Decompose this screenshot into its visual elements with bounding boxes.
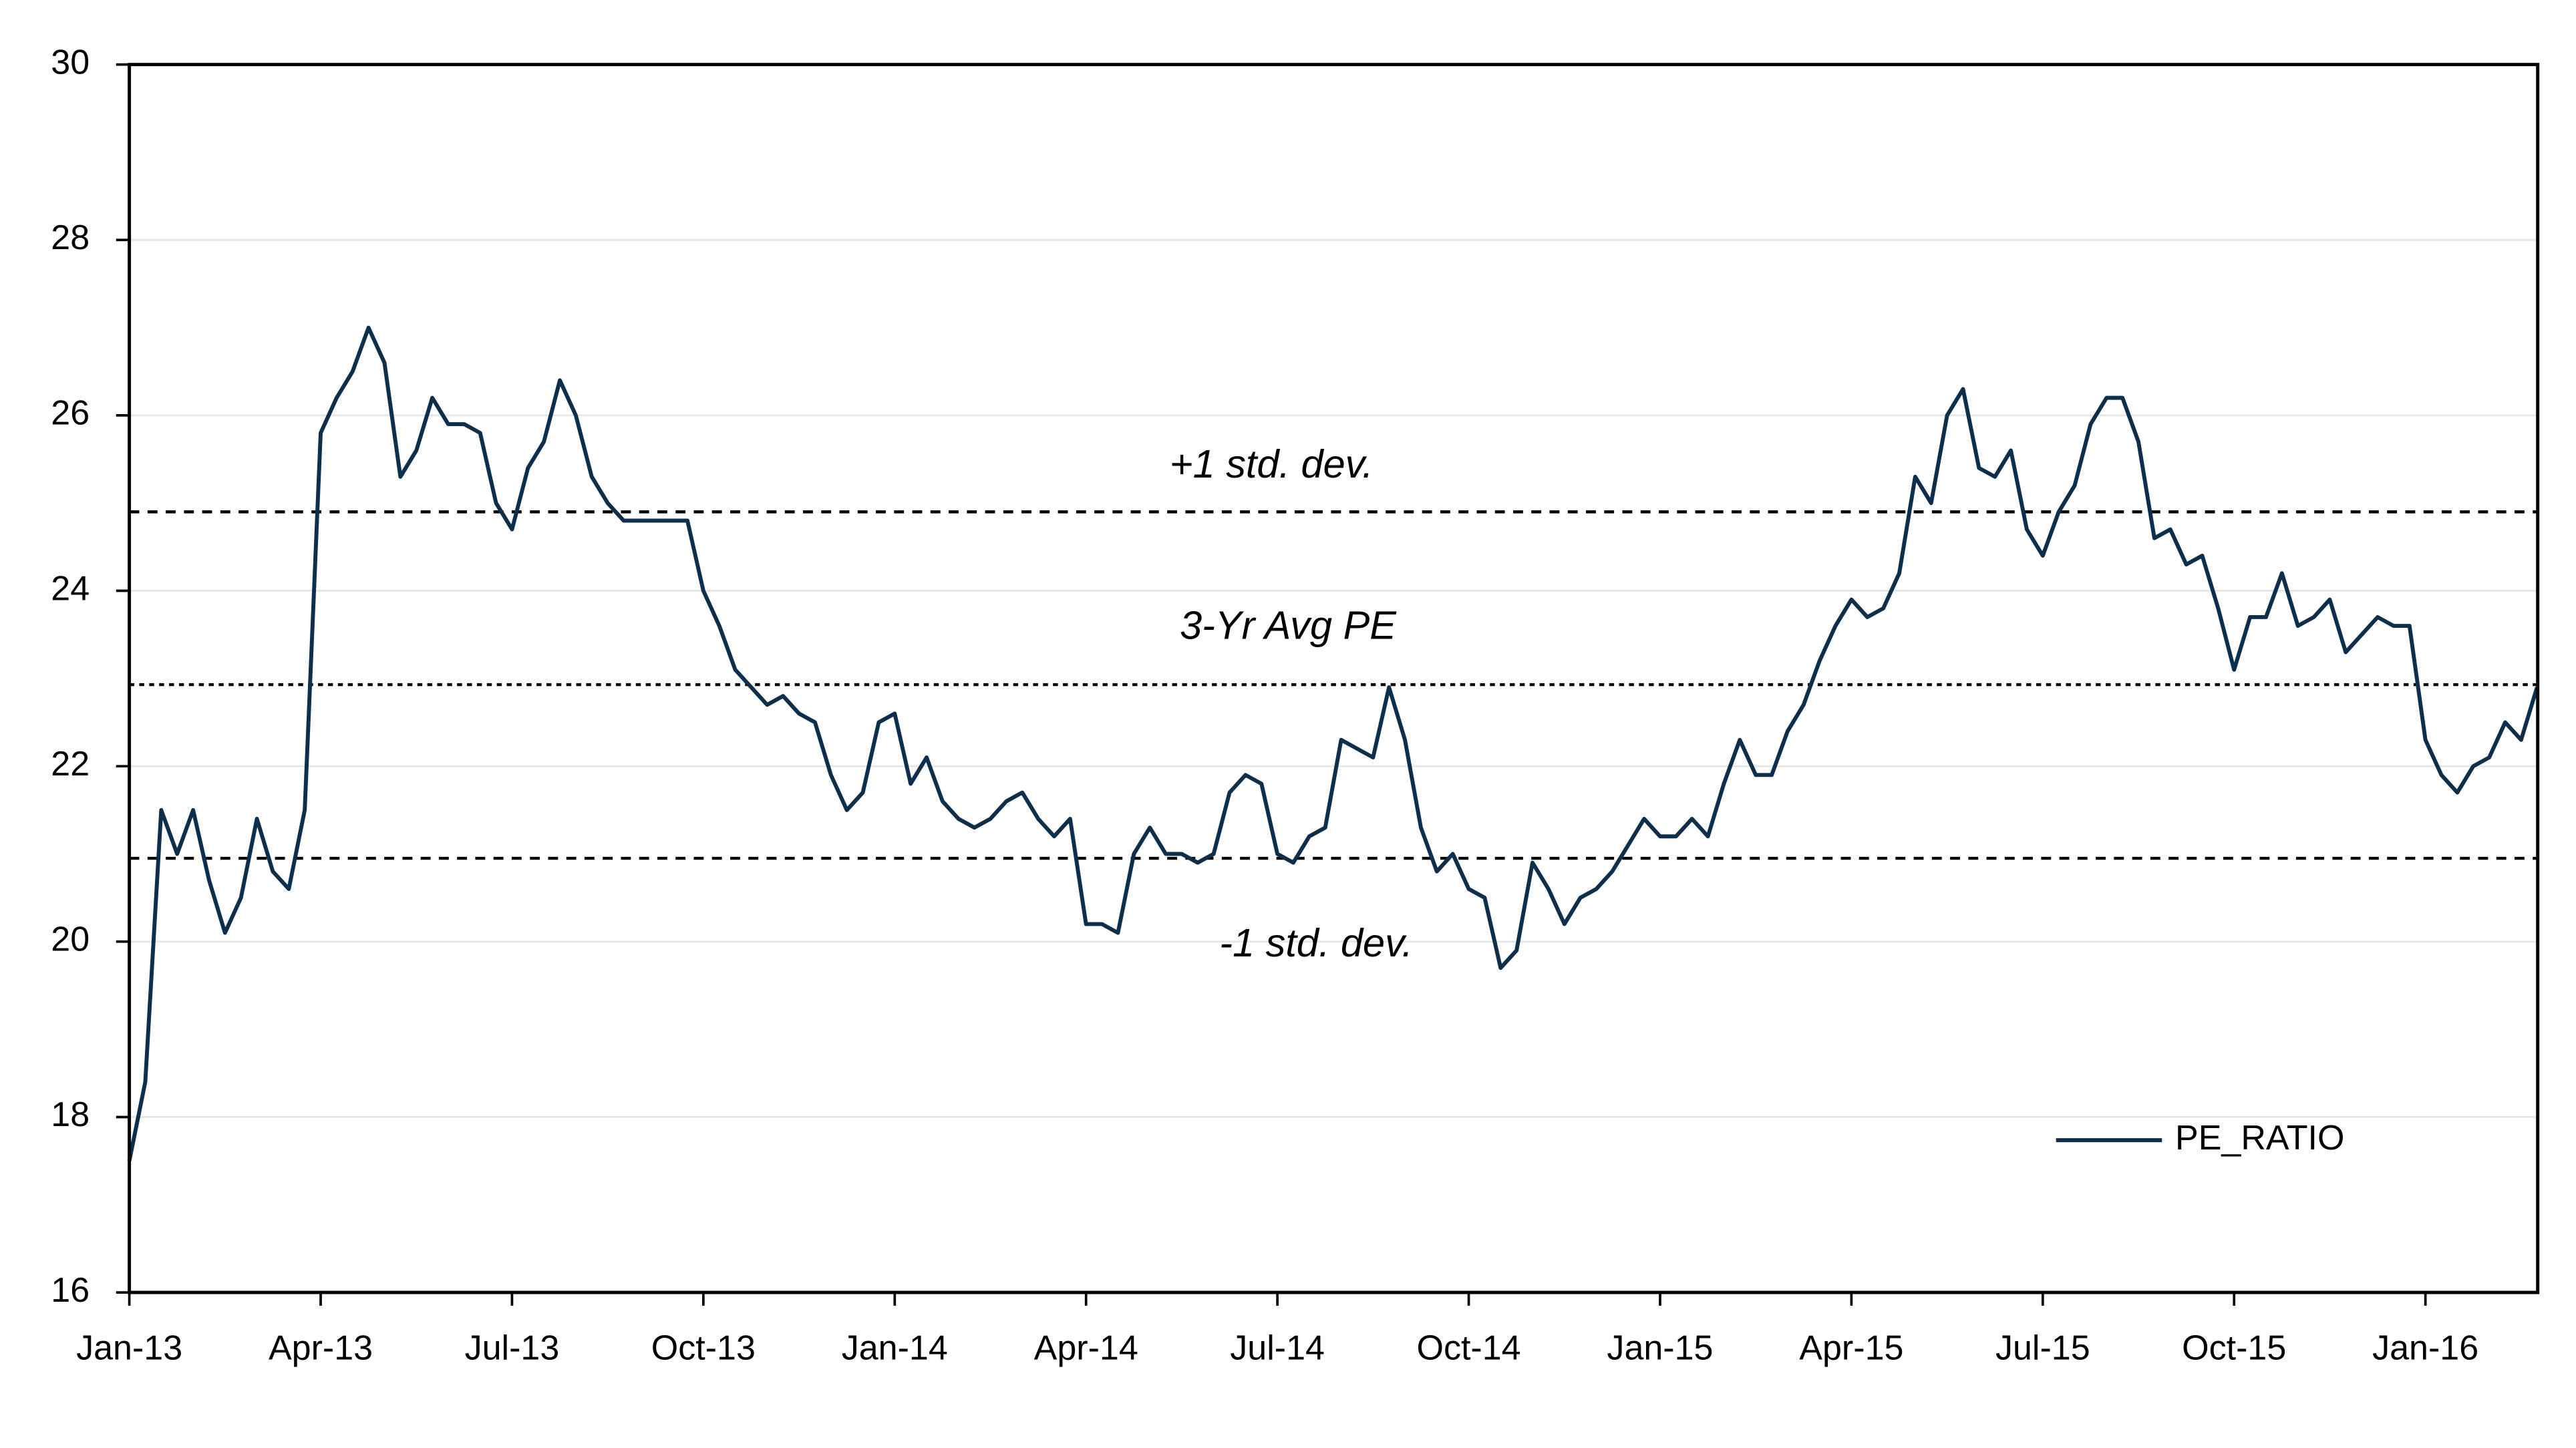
x-tick-label: Jan-15 [1607, 1329, 1713, 1368]
reference-label: -1 std. dev. [1219, 920, 1413, 965]
x-tick-label: Apr-15 [1799, 1329, 1903, 1368]
data-line [127, 325, 2539, 1161]
x-tick-label: Jan-13 [76, 1329, 182, 1368]
y-tick-label: 16 [51, 1271, 90, 1310]
y-tick-label: 18 [51, 1095, 90, 1134]
x-tick-label: Oct-13 [651, 1329, 756, 1368]
x-tick-label: Oct-15 [2182, 1329, 2286, 1368]
x-tick-label: Jan-16 [2372, 1329, 2478, 1368]
x-tick-label: Jul-13 [465, 1329, 560, 1368]
y-tick-label: 28 [51, 218, 90, 257]
x-tick-label: Jan-14 [842, 1329, 948, 1368]
x-tick-label: Apr-14 [1034, 1329, 1138, 1368]
x-tick-label: Jul-14 [1230, 1329, 1325, 1368]
x-tick-label: Jul-15 [1995, 1329, 2090, 1368]
y-tick-label: 20 [51, 920, 90, 959]
x-tick-label: Apr-13 [269, 1329, 373, 1368]
legend-label: PE_RATIO [2175, 1119, 2344, 1157]
plot-frame [128, 63, 2540, 1294]
x-tick-label: Oct-14 [1416, 1329, 1520, 1368]
y-tick-label: 24 [51, 569, 90, 608]
reference-label: +1 std. dev. [1170, 441, 1374, 486]
y-tick-label: 22 [51, 745, 90, 783]
y-tick-label: 26 [51, 394, 90, 433]
y-tick-label: 30 [51, 43, 90, 81]
reference-label: 3-Yr Avg PE [1180, 603, 1397, 648]
